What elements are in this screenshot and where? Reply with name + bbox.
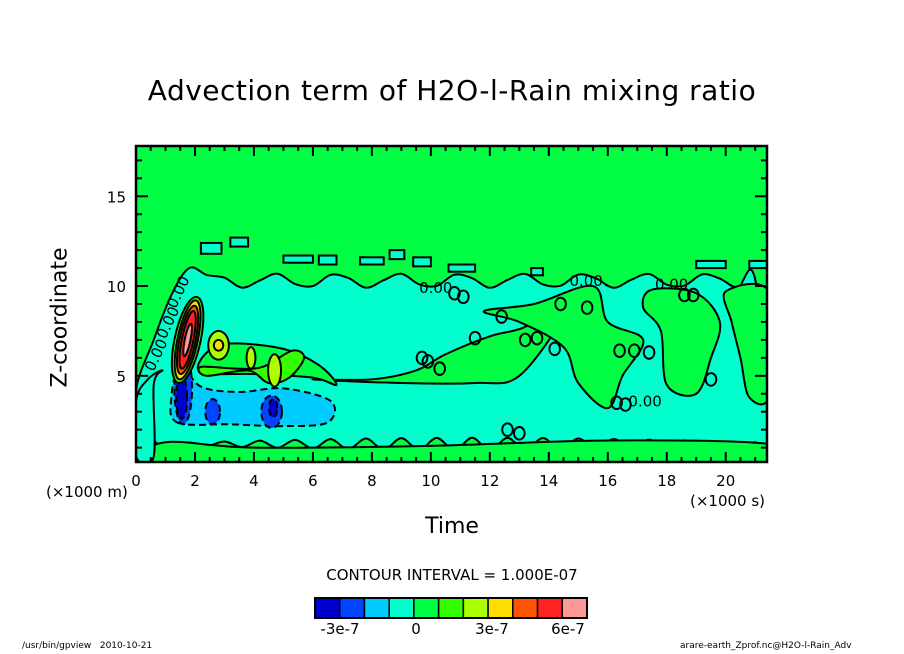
contour-bubble-19 xyxy=(619,397,632,412)
footer-source: arare-earth_Zprof.nc@H2O-l-Rain_Adv xyxy=(680,641,852,651)
x-tick-label-9: 18 xyxy=(657,472,676,490)
contour-interval-text: CONTOUR INTERVAL = 1.000E-07 xyxy=(326,566,578,584)
footer-date: 2010-10-21 xyxy=(99,641,153,651)
contour-label-4: 0.00 xyxy=(569,272,602,290)
footer-program: /usr/bin/gpview xyxy=(22,641,92,651)
contour-bubble-17 xyxy=(704,372,718,387)
colorbar-box-4 xyxy=(413,597,440,619)
contour-bubble-13 xyxy=(628,343,641,358)
x-tick-label-10: 20 xyxy=(716,472,735,490)
contour-block-2 xyxy=(282,254,314,264)
positive-lobe-2-level-2 xyxy=(267,353,283,388)
contour-bubble-15 xyxy=(678,287,691,303)
colorbar-box-9 xyxy=(536,597,564,619)
contour-bubble-20 xyxy=(501,422,514,437)
contour-bubble-14 xyxy=(642,345,656,360)
contour-label-5: 0.00 xyxy=(655,276,688,294)
contour-bubble-4 xyxy=(433,361,447,376)
colorbar-box-10 xyxy=(561,597,588,619)
contour-bubble-10 xyxy=(554,296,567,312)
contour-bubble-9 xyxy=(548,341,562,357)
colorbar-box-1 xyxy=(338,597,366,619)
contour-bubble-3 xyxy=(421,354,435,369)
y-axis-label: Z-coordinate xyxy=(47,247,73,388)
contour-label-6: 0.00 xyxy=(628,392,661,410)
colorbar-label-0: -3e-7 xyxy=(320,620,360,638)
contour-bubble-6 xyxy=(495,309,508,324)
positive-lobe-1-level-3 xyxy=(212,338,225,352)
colorbar-box-0 xyxy=(314,597,341,619)
x-tick-label-7: 14 xyxy=(539,472,558,490)
positive-tongue-1 xyxy=(482,284,645,410)
positive-tongue-4 xyxy=(722,282,767,406)
colorbar-box-7 xyxy=(487,597,514,619)
negative-core-level-minus4 xyxy=(175,374,189,420)
chart-title: Advection term of H2O-l-Rain mixing rati… xyxy=(147,74,757,107)
x-axis-label: Time xyxy=(425,514,479,539)
contour-label-3: 0.00 xyxy=(419,279,452,297)
y-tick-label-0: 5 xyxy=(116,368,126,386)
y-tick-label-2: 15 xyxy=(107,188,126,206)
y-unit-label: (×1000 m) xyxy=(46,483,128,501)
contour-bubble-5 xyxy=(468,330,482,346)
positive-lobe-3-level-2 xyxy=(245,346,257,370)
x-unit-label: (×1000 s) xyxy=(690,492,766,510)
colorbar-box-8 xyxy=(512,597,539,619)
footer-left: /usr/bin/gpview 2010-10-21 xyxy=(22,641,152,651)
x-tick-label-3: 6 xyxy=(308,472,318,490)
x-tick-label-8: 16 xyxy=(598,472,617,490)
colorbar-label-3: 6e-7 xyxy=(551,620,585,638)
contour-block-0 xyxy=(199,241,223,255)
contour-block-7 xyxy=(447,263,477,273)
colorbar-box-5 xyxy=(437,597,465,619)
colorbar-label-2: 3e-7 xyxy=(475,620,509,638)
contour-bubble-1 xyxy=(456,289,470,305)
contour-block-10 xyxy=(748,259,767,270)
colorbar-box-2 xyxy=(363,597,390,619)
x-tick-label-5: 10 xyxy=(421,472,440,490)
contour-bubble-21 xyxy=(513,425,526,441)
contour-bubble-12 xyxy=(613,343,626,358)
contour-block-4 xyxy=(359,256,385,266)
colorbar-box-6 xyxy=(462,597,489,619)
x-tick-label-2: 4 xyxy=(249,472,259,490)
contour-bubble-2 xyxy=(415,350,429,366)
contour-bubble-7 xyxy=(518,332,532,348)
contour-block-6 xyxy=(412,256,432,268)
positive-tongue-0 xyxy=(311,310,565,385)
contour-block-1 xyxy=(229,236,250,248)
plot-area: 0.000.000.00 0.00 0.00 0.000.00 xyxy=(136,146,767,462)
y-tick-label-1: 10 xyxy=(107,278,126,296)
x-tick-label-6: 12 xyxy=(480,472,499,490)
colorbar-frame xyxy=(314,597,588,619)
contour-block-5 xyxy=(388,249,406,261)
colorbar-label-1: 0 xyxy=(411,620,421,638)
x-tick-label-1: 2 xyxy=(190,472,200,490)
x-tick-label-0: 0 xyxy=(131,472,141,490)
contour-bubble-8 xyxy=(530,330,544,346)
contour-block-8 xyxy=(530,267,544,277)
positive-core-level-6 xyxy=(182,322,193,358)
x-tick-label-4: 8 xyxy=(367,472,377,490)
contour-bubble-16 xyxy=(686,287,700,303)
contour-block-9 xyxy=(695,259,727,270)
negative-pool-2-level-minus3 xyxy=(204,398,222,426)
contour-bubble-11 xyxy=(580,300,594,315)
positive-tongue-2 xyxy=(641,287,722,397)
negative-pool-3-level-minus4 xyxy=(267,398,279,419)
contour-block-3 xyxy=(317,254,338,266)
contour-bubble-18 xyxy=(610,395,623,411)
colorbar-box-3 xyxy=(388,597,415,619)
